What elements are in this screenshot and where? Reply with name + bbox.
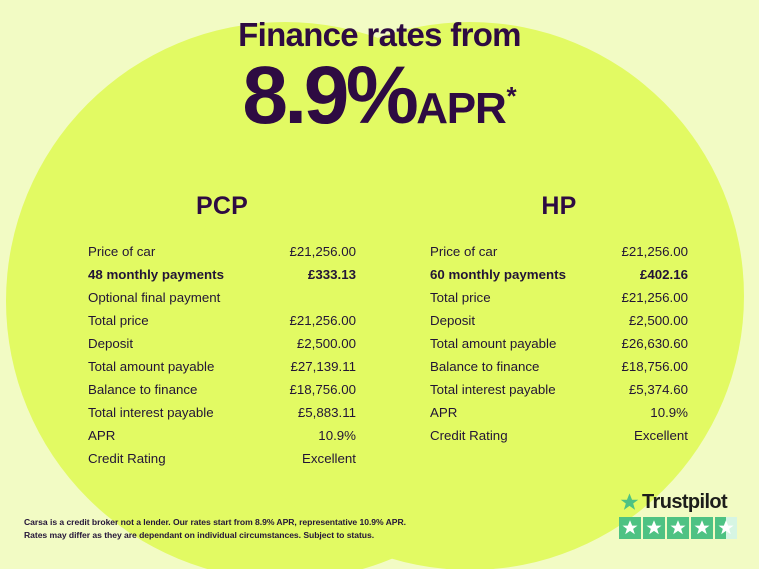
rate-footnote-marker: * [506, 80, 517, 111]
row-value: £26,630.60 [621, 336, 688, 351]
table-rows-hp: Price of car £21,256.00 60 monthly payment… [430, 240, 688, 447]
row-value: £5,883.11 [297, 405, 356, 420]
trustpilot-star-rating [619, 517, 741, 539]
row-label: Total price [430, 290, 491, 305]
star-icon [646, 520, 662, 535]
row-label: Deposit [88, 336, 134, 351]
table-row: Total interest payable £5,374.60 [430, 378, 688, 401]
row-label: Credit Rating [88, 451, 166, 466]
row-value: £5,374.60 [628, 382, 688, 397]
row-value: Excellent [634, 428, 688, 443]
row-label: Price of car [430, 244, 498, 259]
table-row: Optional final payment [88, 286, 356, 309]
table-row: Balance to finance £18,756.00 [430, 355, 688, 378]
trustpilot-badge[interactable]: Trustpilot [619, 491, 741, 539]
trustpilot-star-box [643, 517, 665, 539]
row-value: £402.16 [639, 267, 688, 282]
row-label: Total amount payable [88, 359, 215, 374]
row-value: £2,500.00 [628, 313, 688, 328]
table-title-hp: HP [541, 192, 577, 220]
table-row: Credit Rating Excellent [430, 424, 688, 447]
headline-rate: 8.9% APR * [0, 49, 759, 141]
table-row: Price of car £21,256.00 [430, 240, 688, 263]
table-row: 60 monthly payments £402.16 [430, 263, 688, 286]
row-value: £21,256.00 [289, 244, 356, 259]
star-icon [718, 520, 734, 535]
star-icon [670, 520, 686, 535]
row-label: Total price [88, 313, 149, 328]
trustpilot-star-box [715, 517, 737, 539]
table-row: Deposit £2,500.00 [88, 332, 356, 355]
table-row: Total amount payable £26,630.60 [430, 332, 688, 355]
row-value: Excellent [302, 451, 356, 466]
row-label: Price of car [88, 244, 156, 259]
row-value: £27,139.11 [290, 359, 356, 374]
row-label: Deposit [430, 313, 476, 328]
table-title-pcp: PCP [195, 192, 248, 220]
rate-value: 8.9% [242, 49, 418, 141]
table-rows-pcp: Price of car £21,256.00 48 monthly payment… [88, 240, 356, 470]
disclaimer: Carsa is a credit broker not a lender. O… [24, 516, 444, 542]
trustpilot-name: Trustpilot [642, 491, 728, 513]
finance-table-pcp: PCP Price of car £21,256.00 48 monthly pay… [88, 192, 356, 470]
row-label: Total amount payable [430, 336, 557, 351]
star-fill [715, 517, 726, 539]
star-icon [619, 492, 640, 513]
star-icon [694, 520, 710, 535]
table-row: Balance to finance £18,756.00 [88, 378, 356, 401]
rate-unit: APR [416, 83, 507, 133]
disclaimer-line-2: Rates may differ as they are dependant o… [24, 530, 375, 540]
finance-table-hp: HP Price of car £21,256.00 60 monthly paym… [430, 192, 688, 447]
row-value: £21,256.00 [289, 313, 356, 328]
row-label: Balance to finance [88, 382, 198, 397]
header: Finance rates from 8.9% APR * [0, 16, 759, 141]
table-row: 48 monthly payments £333.13 [88, 263, 356, 286]
row-label: 48 monthly payments [88, 267, 224, 282]
trustpilot-star-box [691, 517, 713, 539]
table-row: Total interest payable £5,883.11 [88, 401, 356, 424]
trustpilot-star-box [619, 517, 641, 539]
row-label: Balance to finance [430, 359, 540, 374]
row-value: £21,256.00 [621, 290, 688, 305]
row-label: APR [430, 405, 458, 420]
trustpilot-wordmark: Trustpilot [619, 491, 741, 513]
row-value: 10.9% [318, 428, 356, 443]
table-row: Total price £21,256.00 [430, 286, 688, 309]
row-value: £18,756.00 [621, 359, 688, 374]
row-label: Total interest payable [88, 405, 214, 420]
row-label: Credit Rating [430, 428, 508, 443]
table-row: Total amount payable £27,139.11 [88, 355, 356, 378]
table-row: APR 10.9% [88, 424, 356, 447]
page-title: Finance rates from [238, 16, 521, 53]
table-row: Credit Rating Excellent [88, 447, 356, 470]
star-icon [622, 520, 638, 535]
disclaimer-line-1: Carsa is a credit broker not a lender. O… [24, 517, 406, 527]
row-value: £333.13 [307, 267, 356, 282]
row-value: £21,256.00 [621, 244, 688, 259]
row-label: Optional final payment [88, 290, 221, 305]
row-label: Total interest payable [430, 382, 556, 397]
row-value: 10.9% [650, 405, 688, 420]
table-row: Deposit £2,500.00 [430, 309, 688, 332]
table-row: APR 10.9% [430, 401, 688, 424]
row-value: £18,756.00 [289, 382, 356, 397]
row-label: 60 monthly payments [430, 267, 566, 282]
row-label: APR [88, 428, 116, 443]
table-row: Price of car £21,256.00 [88, 240, 356, 263]
row-value: £2,500.00 [296, 336, 356, 351]
table-row: Total price £21,256.00 [88, 309, 356, 332]
trustpilot-star-box [667, 517, 689, 539]
